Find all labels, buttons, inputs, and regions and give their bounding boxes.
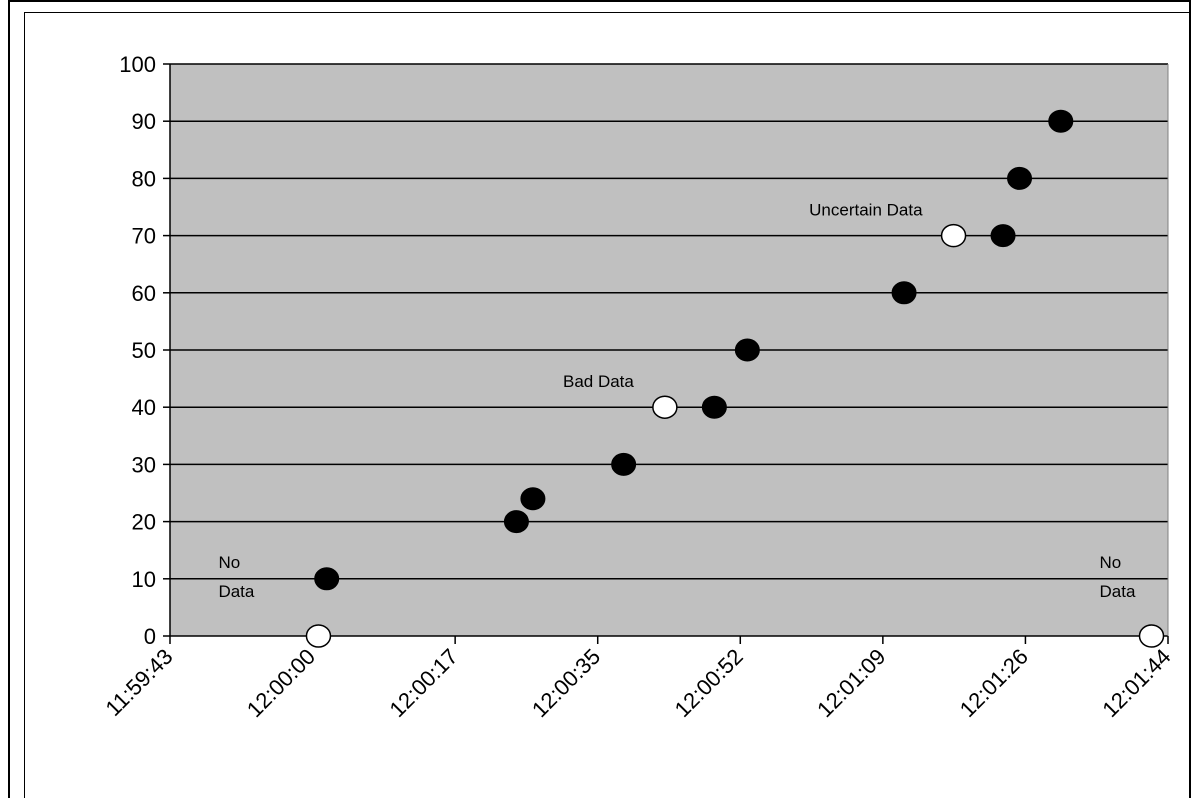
annotation-label: No bbox=[218, 553, 240, 572]
hollow-data-point bbox=[305, 624, 332, 648]
y-tick-label: 10 bbox=[132, 567, 156, 592]
y-tick-label: 70 bbox=[132, 224, 156, 249]
data-point bbox=[314, 567, 340, 591]
y-tick-label: 30 bbox=[132, 452, 156, 477]
x-tick-label: 12:01:09 bbox=[812, 644, 890, 722]
y-tick-label: 90 bbox=[132, 109, 156, 134]
annotation-label: Uncertain Data bbox=[809, 201, 923, 220]
y-tick-label: 20 bbox=[132, 510, 156, 535]
x-tick-label: 12:00:52 bbox=[670, 644, 748, 722]
x-tick-label: 12:00:35 bbox=[527, 644, 605, 722]
data-point bbox=[990, 224, 1016, 248]
x-tick-label: 12:00:00 bbox=[242, 644, 320, 722]
hollow-data-point bbox=[1138, 624, 1165, 648]
annotation-label: No bbox=[1100, 553, 1122, 572]
data-point bbox=[891, 281, 917, 305]
data-point bbox=[734, 338, 760, 362]
data-point bbox=[520, 487, 546, 511]
chart-frame bbox=[8, 0, 1191, 798]
annotation-label: Data bbox=[218, 582, 254, 601]
x-tick-label: 12:01:26 bbox=[955, 644, 1033, 722]
data-point bbox=[611, 452, 637, 476]
y-tick-label: 50 bbox=[132, 338, 156, 363]
data-point bbox=[503, 510, 529, 534]
y-tick-label: 0 bbox=[144, 624, 156, 649]
y-tick-label: 60 bbox=[132, 281, 156, 306]
data-point bbox=[1048, 109, 1074, 133]
x-tick-label: 12:01:44 bbox=[1097, 644, 1175, 722]
y-tick-label: 40 bbox=[132, 395, 156, 420]
x-tick-label: 12:00:17 bbox=[384, 644, 462, 722]
hollow-data-point bbox=[652, 395, 678, 419]
y-tick-label: 80 bbox=[132, 166, 156, 191]
annotation-label: Bad Data bbox=[563, 372, 634, 391]
data-point bbox=[1007, 166, 1033, 190]
y-tick-label: 100 bbox=[119, 52, 156, 77]
data-point bbox=[701, 395, 727, 419]
chart-inner-border bbox=[24, 12, 1189, 798]
annotation-label: Data bbox=[1100, 582, 1136, 601]
x-tick-label: 11:59:43 bbox=[100, 644, 177, 721]
hollow-data-point bbox=[940, 223, 967, 248]
